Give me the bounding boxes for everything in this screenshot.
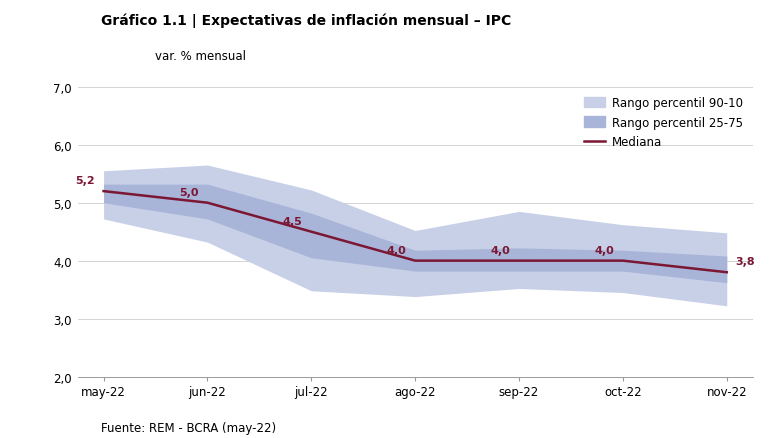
Text: 3,8: 3,8 — [736, 257, 755, 267]
Text: Gráfico 1.1 | Expectativas de inflación mensual – IPC: Gráfico 1.1 | Expectativas de inflación … — [101, 13, 511, 28]
Text: 4,0: 4,0 — [386, 245, 407, 255]
Text: 4,0: 4,0 — [594, 245, 614, 255]
Text: var. % mensual: var. % mensual — [155, 50, 246, 64]
Legend: Rango percentil 90-10, Rango percentil 25-75, Mediana: Rango percentil 90-10, Rango percentil 2… — [580, 93, 747, 152]
Text: 5,2: 5,2 — [75, 176, 95, 186]
Text: 5,0: 5,0 — [179, 187, 199, 198]
Text: 4,5: 4,5 — [282, 216, 303, 226]
Text: Fuente: REM - BCRA (may-22): Fuente: REM - BCRA (may-22) — [101, 420, 276, 434]
Text: 4,0: 4,0 — [490, 245, 510, 255]
